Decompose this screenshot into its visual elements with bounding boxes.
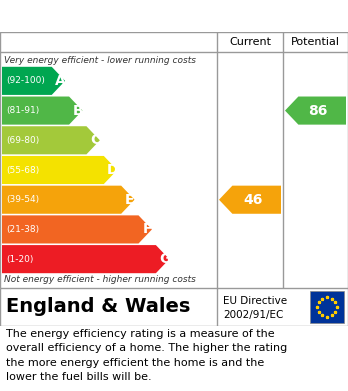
Polygon shape: [2, 97, 82, 125]
Text: A: A: [55, 74, 66, 88]
Text: E: E: [125, 193, 135, 207]
Text: (55-68): (55-68): [6, 165, 39, 174]
Polygon shape: [2, 67, 65, 95]
Text: Current: Current: [229, 37, 271, 47]
Text: Not energy efficient - higher running costs: Not energy efficient - higher running co…: [4, 275, 196, 284]
Text: G: G: [159, 252, 170, 266]
Polygon shape: [285, 97, 346, 125]
Text: (92-100): (92-100): [6, 76, 45, 85]
Text: 86: 86: [308, 104, 328, 118]
Text: C: C: [90, 133, 100, 147]
Text: (69-80): (69-80): [6, 136, 39, 145]
Text: 46: 46: [243, 193, 262, 207]
Text: EU Directive: EU Directive: [223, 296, 287, 306]
Polygon shape: [2, 215, 152, 244]
Text: England & Wales: England & Wales: [6, 298, 190, 316]
Text: The energy efficiency rating is a measure of the
overall efficiency of a home. T: The energy efficiency rating is a measur…: [6, 329, 287, 382]
Text: Energy Efficiency Rating: Energy Efficiency Rating: [10, 7, 239, 25]
Text: 2002/91/EC: 2002/91/EC: [223, 310, 283, 319]
Bar: [310, 291, 344, 323]
Polygon shape: [2, 186, 135, 214]
Polygon shape: [2, 245, 169, 273]
Text: Very energy efficient - lower running costs: Very energy efficient - lower running co…: [4, 56, 196, 65]
Polygon shape: [2, 126, 100, 154]
Text: (1-20): (1-20): [6, 255, 33, 264]
Text: D: D: [107, 163, 118, 177]
Text: Potential: Potential: [291, 37, 340, 47]
Text: F: F: [142, 222, 152, 237]
Text: B: B: [72, 104, 83, 118]
Polygon shape: [2, 156, 117, 184]
Text: (81-91): (81-91): [6, 106, 39, 115]
Text: (39-54): (39-54): [6, 195, 39, 204]
Polygon shape: [219, 186, 281, 214]
Text: (21-38): (21-38): [6, 225, 39, 234]
